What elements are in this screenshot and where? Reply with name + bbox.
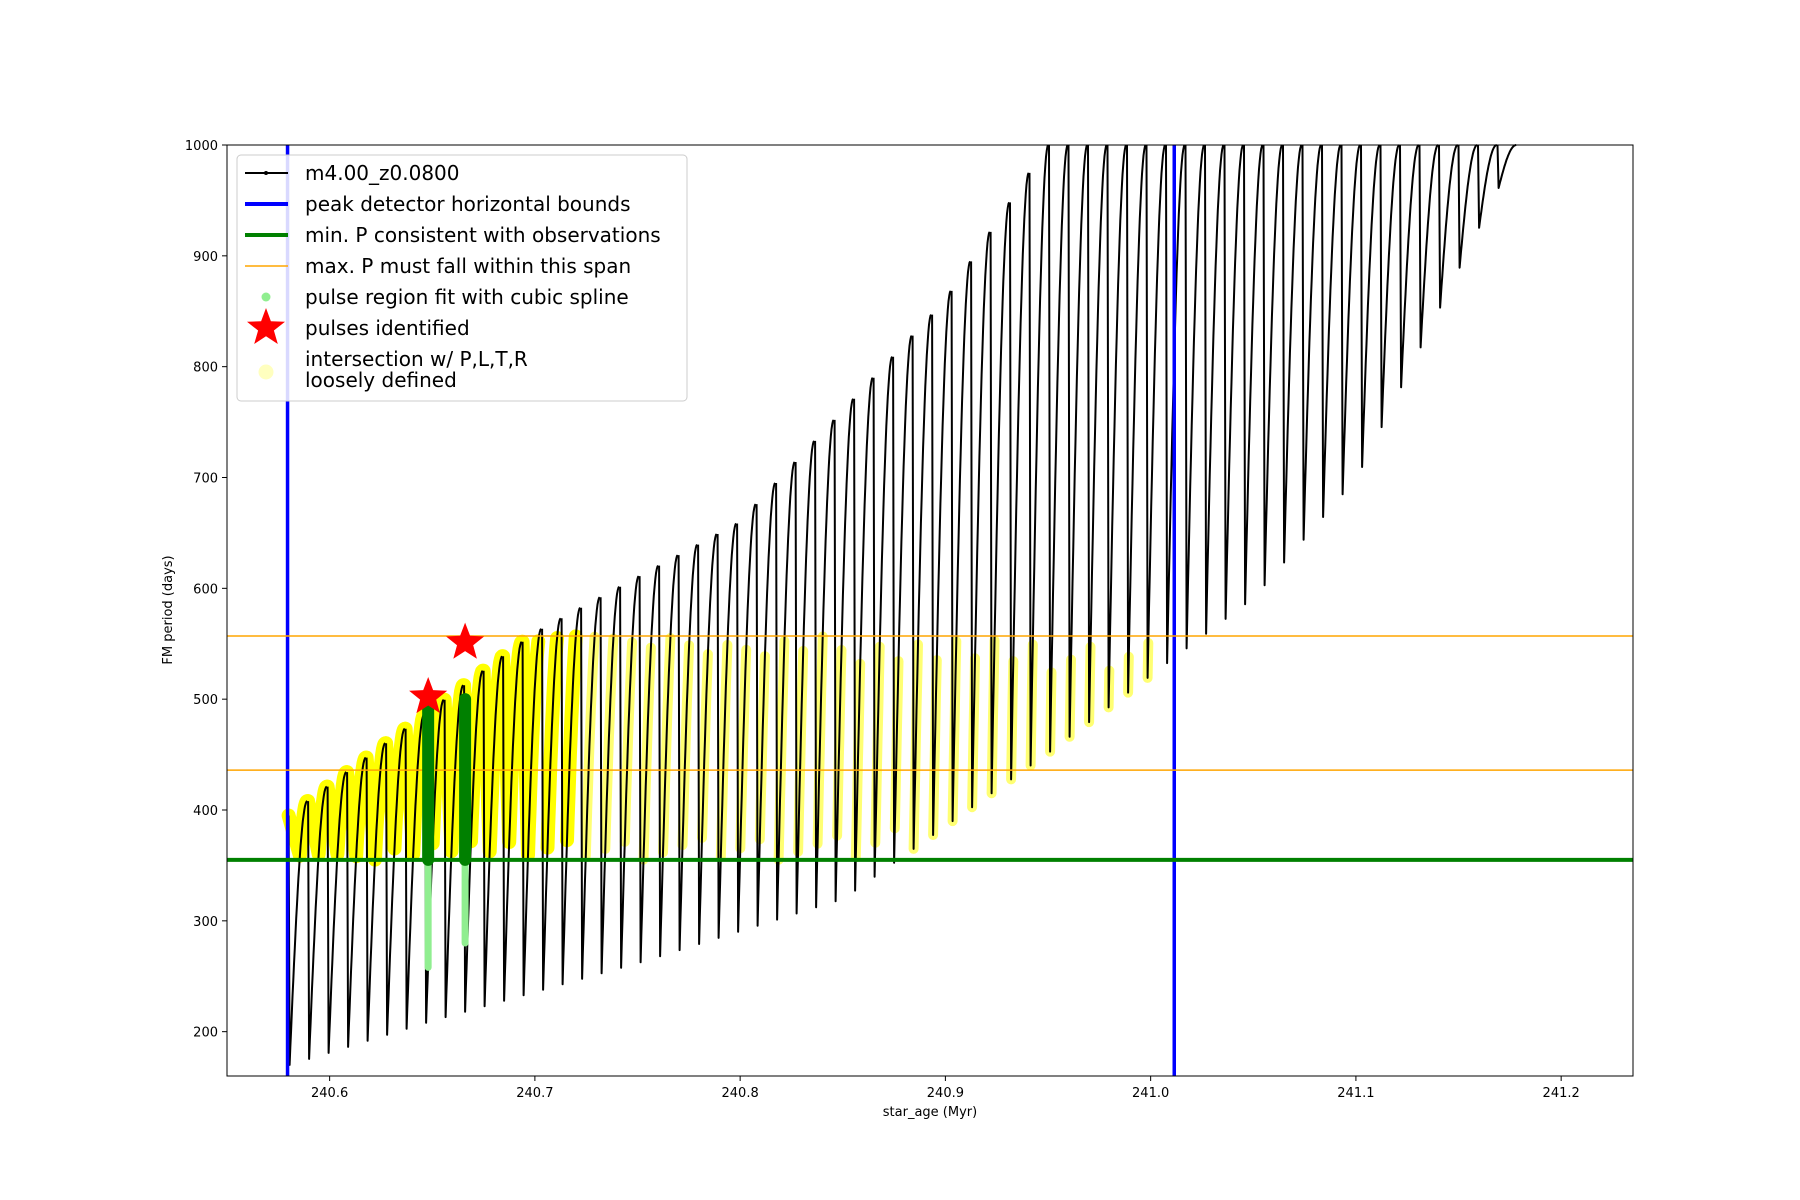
legend-intersection-dot [258,364,274,380]
track-pulse [755,482,777,927]
track-pulse [1321,144,1342,518]
y-tick-label: 400 [193,804,218,819]
track-pulse [580,596,601,980]
track-pulse [872,356,894,878]
y-tick-label: 700 [193,472,218,487]
track-pulse [404,713,425,1030]
track-pulse [853,377,874,892]
track-pulse [989,201,1011,795]
track-pulse [658,554,679,958]
legend-label-bounds: peak detector horizontal bounds [305,192,631,216]
track-pulse [1087,144,1108,724]
y-tick-label: 500 [193,693,218,708]
track-pulse [1262,144,1283,587]
track-pulse [1418,144,1439,349]
x-axis-label: star_age (Myr) [883,1105,977,1120]
track-pulse [1360,144,1381,468]
track-pulse [365,742,386,1042]
track-pulse [502,641,523,1002]
track-pulse [619,575,640,969]
x-tick-label: 241.0 [1132,1086,1169,1101]
track-pulse [1438,144,1459,309]
track-pulse [1496,144,1517,189]
track-pulse [1126,144,1147,694]
track-pulse [892,335,913,864]
track-pulse [1028,144,1050,767]
track-pulse [911,314,933,850]
track-pulse [1223,144,1245,620]
track-pulse [1145,144,1167,679]
track-pulse [1184,144,1206,650]
track-pulse [1106,144,1128,709]
track-pulse [599,586,620,975]
track-pulse [1204,144,1225,635]
legend-label-spline: pulse region fit with cubic spline [305,285,629,309]
y-tick-label: 800 [193,361,218,376]
track-pulse [950,260,972,823]
track-pulse [833,398,855,903]
track-pulse [814,419,835,909]
x-tick-label: 240.6 [311,1086,348,1101]
track-pulse [1340,144,1361,496]
track-pulse [482,655,503,1008]
y-tick-label: 900 [193,250,218,265]
pulse-star [446,622,485,659]
track-pulse [541,617,562,991]
track-pulse [385,727,406,1036]
track-pulse [560,607,581,986]
track-pulse [736,503,757,933]
track-pulse [638,564,659,964]
track-pulse [521,628,542,997]
track-pulse [716,522,737,939]
track-pulse [970,231,991,809]
legend-label-intersection: intersection w/ P,L,T,R [305,347,528,371]
x-tick-label: 240.7 [516,1086,553,1101]
pulses-layer [409,622,485,714]
track-pulse [775,461,796,921]
track-pulse [794,440,816,915]
x-tick-label: 240.9 [927,1086,964,1101]
x-tick-label: 241.2 [1543,1086,1580,1101]
track-pulse [1399,144,1420,389]
track-pulse [931,290,952,836]
x-tick-label: 241.1 [1337,1086,1374,1101]
legend-label-max: max. P must fall within this span [305,254,631,278]
y-tick-label: 200 [193,1026,218,1041]
legend-box [236,154,688,402]
track-pulse [1067,144,1089,738]
y-tick-label: 1000 [185,139,218,154]
track-pulse [1009,172,1030,781]
legend: m4.00_z0.0800 peak detector horizontal b… [236,154,688,402]
track-pulse [677,543,698,952]
x-tick-label: 240.8 [722,1086,759,1101]
x-axis-ticks: 240.6 240.7 240.8 240.9 241.0 241.1 241.2 [311,1076,1580,1101]
track-pulse [1457,144,1478,269]
legend-track-dot [264,171,268,175]
track-pulse [1477,144,1497,229]
legend-label-min: min. P consistent with observations [305,223,661,247]
y-axis-ticks: 200 300 400 500 600 700 800 900 1000 [185,139,227,1041]
y-tick-label: 300 [193,915,218,930]
legend-label-track: m4.00_z0.0800 [305,161,460,185]
track-pulse [1243,144,1264,606]
spline-layer [422,693,472,971]
track-pulse [1379,144,1400,429]
legend-label-intersection-2: loosely defined [305,368,457,392]
track-pulse [1048,144,1069,753]
y-axis-label: FM period (days) [161,555,176,664]
track-pulse [307,785,328,1060]
track-pulse [1301,144,1322,541]
pulse-star [409,677,448,714]
track-pulse [1282,144,1303,564]
pulse-track-layer [287,144,1517,1066]
legend-label-pulses: pulses identified [305,316,470,340]
plot-frame [226,144,1634,1077]
track-pulse [287,800,308,1066]
legend-star-icon [247,308,285,344]
y-tick-label: 600 [193,582,218,597]
legend-spline-dot [261,292,271,302]
track-pulse [346,756,367,1048]
